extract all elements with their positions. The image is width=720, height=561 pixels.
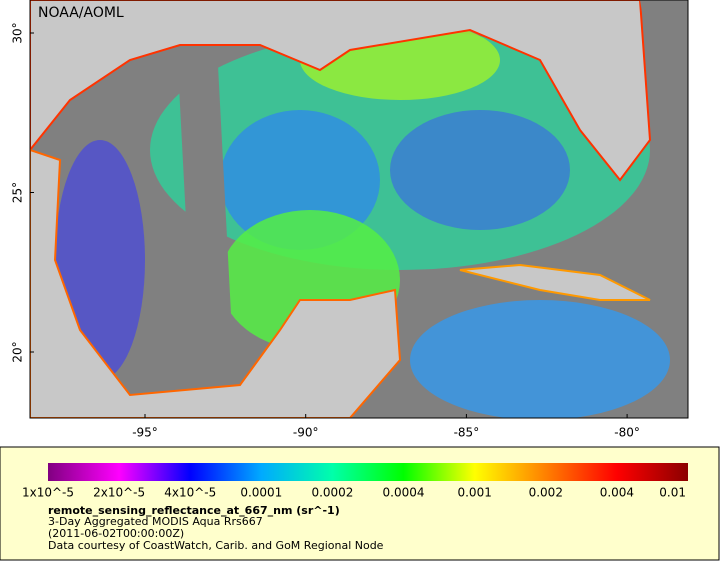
credit: NOAA/AOML bbox=[38, 5, 124, 21]
colorbar-tick-label: 1x10^-5 bbox=[22, 486, 74, 500]
colorbar-tick-label: 0.01 bbox=[659, 486, 686, 500]
lat-label: 30° bbox=[11, 22, 25, 43]
caption-source: Data courtesy of CoastWatch, Carib. and … bbox=[48, 539, 384, 552]
lat-label: 20° bbox=[11, 341, 25, 362]
ocean-color bbox=[55, 140, 145, 380]
map-image bbox=[30, 0, 688, 418]
colorbar-tick-label: 0.0004 bbox=[383, 486, 425, 500]
land-cuba bbox=[459, 263, 651, 301]
colorbar bbox=[48, 463, 688, 481]
lon-label: -95° bbox=[132, 426, 158, 440]
no-data-swath bbox=[176, 44, 235, 376]
lon-label: -85° bbox=[454, 426, 480, 440]
caption-time: (2011-06-02T00:00:00Z) bbox=[48, 527, 184, 540]
lon-label: -90° bbox=[293, 426, 319, 440]
colorbar-tick-label: 0.0002 bbox=[311, 486, 353, 500]
colorbar-tick-label: 0.004 bbox=[600, 486, 634, 500]
colorbar-tick-label: 2x10^-5 bbox=[93, 486, 145, 500]
map-frame bbox=[29, 0, 689, 419]
caption-dataset: 3-Day Aggregated MODIS Aqua Rrs667 bbox=[48, 515, 263, 528]
no-data-area bbox=[640, 0, 688, 130]
colorbar-tick-label: 0.001 bbox=[457, 486, 491, 500]
colorbar-tick-label: 0.0001 bbox=[240, 486, 282, 500]
colorbar-tick-label: 0.002 bbox=[529, 486, 563, 500]
ocean-color bbox=[410, 300, 670, 418]
land-mexico bbox=[30, 148, 402, 418]
colorbar-tick-label: 4x10^-5 bbox=[164, 486, 216, 500]
land-north bbox=[30, 0, 688, 182]
ocean-color bbox=[390, 110, 570, 230]
lat-label: 25° bbox=[11, 182, 25, 203]
lon-label: -80° bbox=[614, 426, 640, 440]
caption-variable: remote_sensing_reflectance_at_667_nm (sr… bbox=[48, 504, 340, 517]
